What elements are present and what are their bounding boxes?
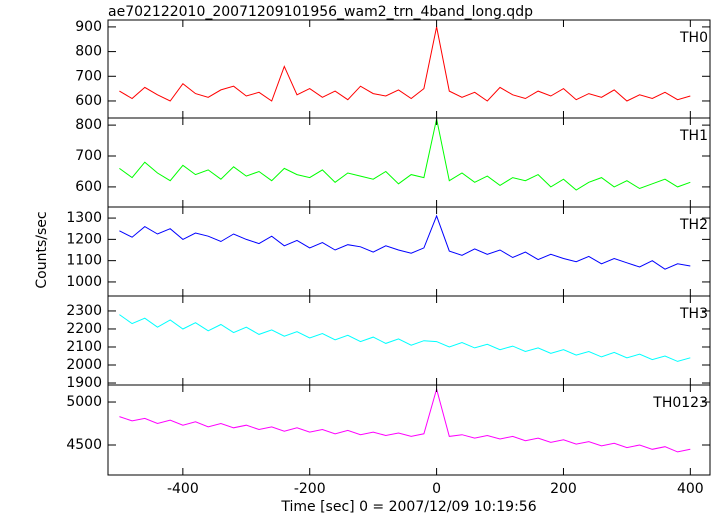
panel-frame [107,295,711,386]
y-tick-label: 600 [75,93,102,109]
y-tick-label: 700 [75,68,102,84]
y-tick-label: 2200 [66,321,102,337]
x-tick-label: -400 [167,481,199,497]
y-tick-label: 600 [75,179,102,195]
panel-frame [107,117,711,208]
light-curve [119,118,691,191]
y-tick-label: 1200 [66,231,102,247]
y-tick-label: 5000 [66,394,102,410]
light-curve [119,214,691,270]
panel-frame [107,206,711,297]
x-tick-label: 400 [677,481,704,497]
y-tick-label: 800 [75,117,102,133]
chart-title: ae702122010_20071209101956_wam2_trn_4ban… [108,4,533,20]
panel-label: TH2 [679,217,708,233]
panel-label: TH1 [679,128,708,144]
y-tick-label: 1100 [66,253,102,269]
panel-label: TH3 [679,306,708,322]
y-tick-label: 2300 [66,303,102,319]
y-tick-label: 4500 [66,437,102,453]
panel-label: TH0 [679,30,708,46]
x-axis-label: Time [sec] 0 = 2007/12/09 10:19:56 [280,499,536,515]
y-tick-label: 1900 [66,375,102,391]
y-tick-label: 2100 [66,339,102,355]
y-tick-label: 1300 [66,210,102,226]
x-tick-label: -200 [294,481,326,497]
light-curve [119,314,691,362]
y-tick-label: 1000 [66,274,102,290]
panel-frame [107,19,711,119]
y-tick-label: 800 [75,44,102,60]
x-tick-label: 200 [550,481,577,497]
panel-frame [107,384,711,476]
light-curve [119,26,691,102]
light-curve [119,387,691,453]
y-tick-label: 2000 [66,357,102,373]
y-axis-label: Counts/sec [34,211,50,288]
y-tick-label: 700 [75,148,102,164]
x-tick-label: 0 [432,481,441,497]
panel-label: TH0123 [652,395,708,411]
y-tick-label: 900 [75,19,102,35]
